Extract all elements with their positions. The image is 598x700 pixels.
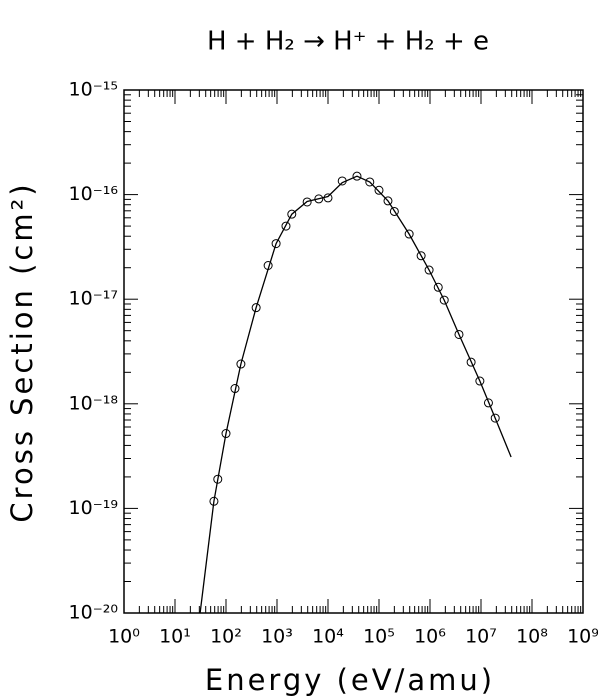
data-point [271, 239, 281, 249]
x-axis-label: Energy (eV/amu) [205, 663, 495, 696]
fit-line [199, 175, 512, 614]
data-point [251, 303, 261, 313]
x-tick-label: 10² [210, 626, 242, 648]
x-tick-label: 10⁶ [414, 626, 446, 648]
x-tick-label: 10⁹ [567, 626, 598, 648]
data-point [314, 194, 324, 204]
data-point [483, 398, 493, 408]
y-tick-label: 10⁻¹⁷ [69, 288, 118, 310]
data-point [352, 171, 362, 181]
y-tick-label: 10⁻¹⁹ [69, 497, 118, 519]
data-point [454, 329, 464, 339]
y-axis-label: Cross Section (cm²) [5, 181, 39, 522]
data-point [374, 185, 384, 195]
chart-title: H + H₂ → H⁺ + H₂ + e [207, 27, 489, 57]
data-point [439, 295, 449, 305]
x-tick-label: 10⁵ [363, 626, 395, 648]
data-point [389, 206, 399, 216]
data-point [281, 221, 291, 231]
data-point [466, 357, 476, 367]
data-point [490, 413, 500, 423]
x-tick-label: 10⁴ [312, 626, 344, 648]
x-tick-label: 10¹ [159, 626, 191, 648]
plot-frame [123, 89, 584, 614]
y-tick-label: 10⁻²⁰ [69, 602, 118, 624]
data-point [424, 265, 434, 275]
data-point [221, 429, 231, 439]
x-tick-label: 10⁷ [465, 626, 497, 648]
data-point [236, 359, 246, 369]
data-point [302, 197, 312, 207]
y-tick-label: 10⁻¹⁶ [69, 183, 118, 205]
data-point [416, 251, 426, 261]
x-tick-label: 10³ [261, 626, 293, 648]
data-point [365, 177, 375, 187]
y-tick-label: 10⁻¹⁸ [69, 392, 118, 414]
data-point [383, 196, 393, 206]
data-point [404, 229, 414, 239]
data-point [287, 209, 297, 219]
x-tick-label: 10⁰ [108, 626, 140, 648]
data-point [433, 282, 443, 292]
data-point [323, 193, 333, 203]
x-tick-label: 10⁸ [516, 626, 548, 648]
y-tick-label: 10⁻¹⁵ [69, 79, 118, 101]
data-point [475, 376, 485, 386]
